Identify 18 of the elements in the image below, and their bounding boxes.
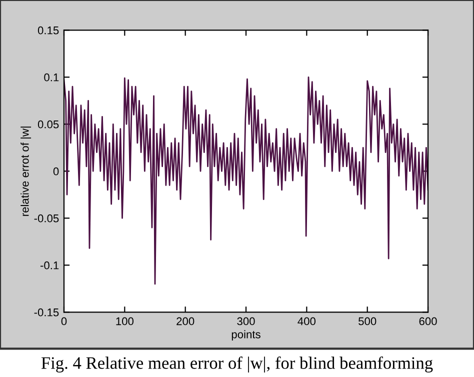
line-series <box>64 76 428 285</box>
y-tick-label: 0 <box>53 167 59 176</box>
y-tick-label: 0.05 <box>38 120 59 128</box>
y-axis-title: relative errot of |w| <box>20 126 32 216</box>
x-tick-label: 200 <box>176 317 194 326</box>
y-tick-label: -0.1 <box>40 261 59 270</box>
x-tick-label: 400 <box>298 317 316 326</box>
x-tick-label: 0 <box>61 317 67 326</box>
x-axis-title: points <box>232 330 260 341</box>
x-tick-label: 100 <box>116 317 134 326</box>
caption: Fig. 4 Relative mean error of |w|, for blind beamforming <box>41 356 433 372</box>
x-tick-label: 300 <box>237 317 255 326</box>
y-tick-label: -0.15 <box>34 308 59 316</box>
x-tick-label: 500 <box>358 317 376 326</box>
y-tick-label: 0.1 <box>44 73 59 82</box>
x-tick-label: 600 <box>419 317 437 326</box>
y-tick-label: -0.05 <box>34 214 59 222</box>
y-tick-label: 0.15 <box>38 26 59 34</box>
